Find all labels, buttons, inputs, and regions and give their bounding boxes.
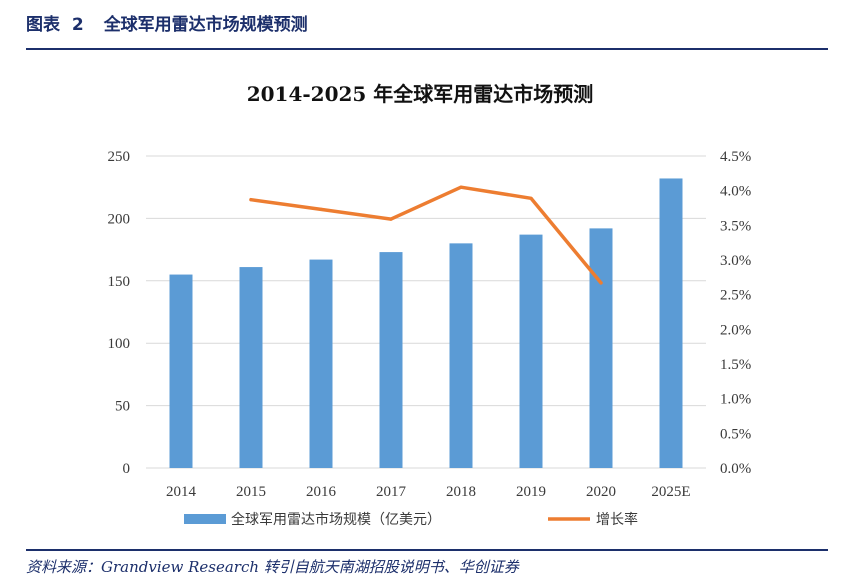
y-left-tick-label: 250 <box>108 149 131 165</box>
x-tick-label: 2014 <box>166 484 197 500</box>
x-axis: 2014 2015 2016 2017 2018 2019 2020 2025E <box>166 484 691 500</box>
chart-title: 2014-2025 年全球军用雷达市场预测 <box>247 82 594 106</box>
y-right-tick-label: 3.0% <box>720 253 751 269</box>
y-axis-left: 0 50 100 150 200 250 <box>108 149 131 477</box>
legend-bar-swatch <box>184 514 226 524</box>
line-point <box>599 281 603 285</box>
bar <box>309 259 333 468</box>
bar <box>659 178 683 469</box>
bar <box>449 243 473 468</box>
x-tick-label: 2025E <box>651 484 690 500</box>
figure-number: 2 <box>71 15 84 35</box>
x-tick-label: 2019 <box>516 484 546 500</box>
footer-rule <box>26 549 828 551</box>
bar-series <box>169 178 683 469</box>
bar <box>379 252 403 468</box>
x-tick-label: 2015 <box>236 484 266 500</box>
legend-line-label: 增长率 <box>596 511 638 528</box>
y-left-tick-label: 100 <box>108 336 131 352</box>
y-left-tick-label: 200 <box>108 211 131 227</box>
header-rule <box>26 48 828 50</box>
bar <box>239 267 263 468</box>
line-point <box>319 207 323 211</box>
y-right-tick-label: 1.0% <box>720 392 751 408</box>
y-right-tick-label: 2.5% <box>720 288 751 304</box>
bar <box>589 228 613 468</box>
line-series <box>249 185 603 285</box>
y-right-tick-label: 2.0% <box>720 322 751 338</box>
line-point <box>249 198 253 202</box>
figure-label: 图表 <box>26 15 60 35</box>
y-left-tick-label: 0 <box>123 461 131 477</box>
growth-rate-line <box>249 185 603 285</box>
x-tick-label: 2016 <box>306 484 337 500</box>
legend-bar-label: 全球军用雷达市场规模（亿美元） <box>231 511 441 528</box>
line-point <box>529 196 533 200</box>
y-right-tick-label: 0.0% <box>720 461 751 477</box>
source-note: 资料来源：Grandview Research 转引自航天南湖招股说明书、华创证… <box>26 558 519 576</box>
line-point <box>459 185 463 189</box>
x-tick-label: 2018 <box>446 484 476 500</box>
y-left-tick-label: 50 <box>115 399 130 415</box>
y-right-tick-label: 1.5% <box>720 357 751 373</box>
bar <box>519 234 543 468</box>
y-right-tick-label: 0.5% <box>720 426 751 442</box>
gridlines <box>146 155 706 469</box>
line-point <box>389 217 393 221</box>
y-left-tick-label: 150 <box>108 274 131 290</box>
x-tick-label: 2017 <box>376 484 407 500</box>
y-right-tick-label: 4.5% <box>720 149 751 165</box>
figure-title: 全球军用雷达市场规模预测 <box>103 15 308 35</box>
y-right-tick-label: 4.0% <box>720 184 751 200</box>
bar <box>169 274 193 468</box>
y-right-tick-label: 3.5% <box>720 218 751 234</box>
legend: 全球军用雷达市场规模（亿美元） 增长率 <box>184 511 638 528</box>
y-axis-right: 0.0% 0.5% 1.0% 1.5% 2.0% 2.5% 3.0% 3.5% 4.0% 4.5% <box>720 149 751 477</box>
x-tick-label: 2020 <box>586 484 616 500</box>
figure-header: 图表 2 全球军用雷达市场规模预测 <box>26 10 308 40</box>
